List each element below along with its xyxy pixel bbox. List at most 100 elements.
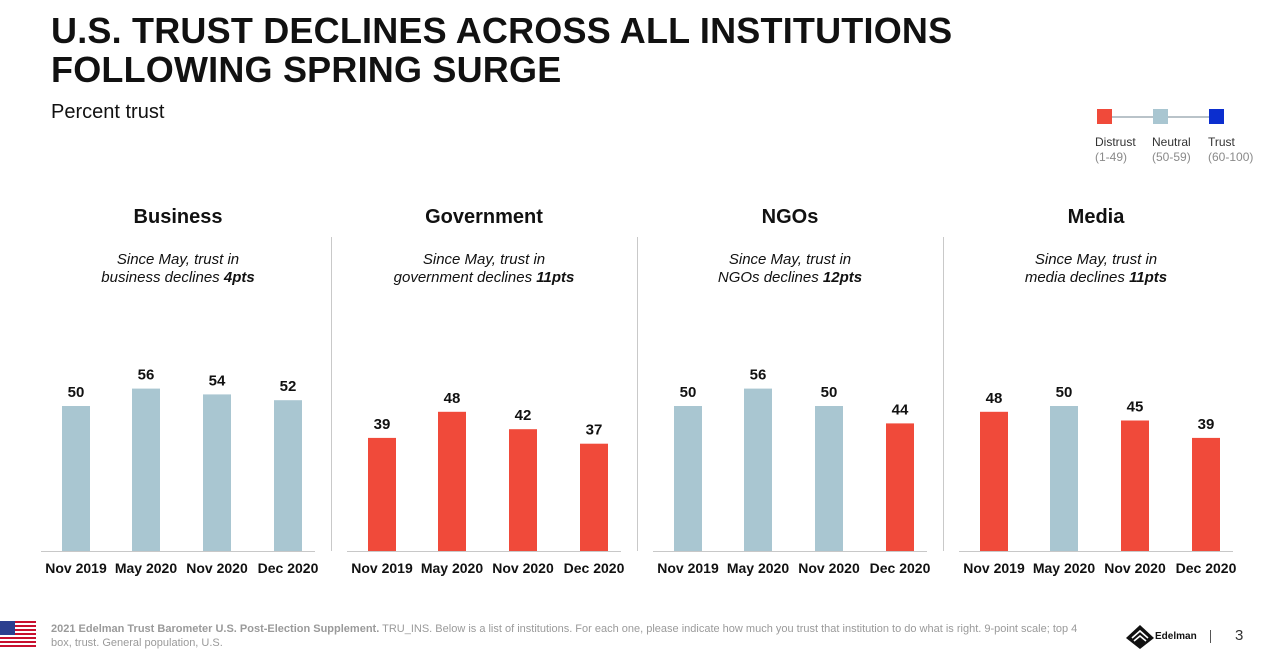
source-note-body: TRU_INS. Below is a list of institutions… — [51, 623, 1078, 649]
bar-value-label: 56 — [750, 367, 767, 384]
page-subtitle: Percent trust — [51, 101, 165, 123]
chart-title: Business — [133, 206, 223, 228]
subtitle-points: 11pts — [536, 269, 575, 286]
x-tick-label: Nov 2019 — [45, 560, 107, 576]
x-tick-label: Dec 2020 — [870, 560, 931, 576]
x-tick-label: Nov 2019 — [963, 560, 1025, 576]
bar-chart-government: 39 Nov 2019 48 May 2020 42 Nov 2020 37 Dec 2020 — [347, 390, 625, 576]
bar — [62, 406, 90, 551]
edelman-logo-icon — [1126, 625, 1154, 649]
bar — [1121, 420, 1149, 551]
subtitle-line-2: NGOs declines — [717, 269, 819, 286]
x-tick-label: Nov 2019 — [351, 560, 413, 576]
bar-value-label: 56 — [138, 367, 155, 384]
x-tick-label: Nov 2020 — [492, 560, 554, 576]
legend-neutral-text: Neutral — [1152, 135, 1191, 149]
legend-swatch-distrust — [1097, 109, 1112, 124]
legend-distrust-text: Distrust — [1095, 135, 1136, 149]
chart-title: Media — [1067, 206, 1125, 228]
bar — [815, 406, 843, 551]
bar-value-label: 39 — [1198, 416, 1215, 433]
trust-legend: Distrust (1-49) Neutral (50-59) Trust (6… — [1092, 108, 1262, 168]
x-tick-label: Nov 2020 — [798, 560, 860, 576]
chart-subtitle: Since May, trust in media declines 11pts — [943, 251, 1249, 287]
page-title-line-1: U.S. TRUST DECLINES ACROSS ALL INSTITUTI… — [51, 10, 953, 51]
bar — [368, 437, 396, 551]
bar-value-label: 48 — [986, 390, 1003, 407]
bar — [509, 429, 537, 551]
bar-value-label: 45 — [1127, 399, 1144, 416]
bar — [438, 411, 466, 551]
bar — [580, 443, 608, 551]
bar — [203, 394, 231, 551]
subtitle-line-1: Since May, trust in — [1034, 251, 1158, 268]
x-tick-label: May 2020 — [115, 560, 177, 576]
page-number: 3 — [1235, 627, 1244, 644]
legend-swatch-trust — [1209, 109, 1224, 124]
source-note: 2021 Edelman Trust Barometer U.S. Post-E… — [51, 622, 1086, 650]
bar-value-label: 42 — [515, 407, 532, 424]
legend-label-distrust: Distrust (1-49) — [1095, 135, 1136, 165]
chart-title: Government — [425, 206, 543, 228]
legend-neutral-range: (50-59) — [1152, 150, 1191, 164]
bar-value-label: 54 — [209, 372, 226, 389]
bar-chart-media: 48 Nov 2019 50 May 2020 45 Nov 2020 39 Dec 2020 — [959, 384, 1237, 576]
chart-subtitle: Since May, trust in business declines 4p… — [25, 251, 331, 287]
legend-trust-text: Trust — [1208, 135, 1235, 149]
bar — [886, 423, 914, 551]
bar — [274, 400, 302, 551]
brand-name: Edelman — [1155, 631, 1197, 642]
bar-value-label: 48 — [444, 390, 461, 407]
chart-title: NGOs — [761, 206, 819, 228]
bar — [744, 388, 772, 551]
chart-panel-business: Business Since May, trust in business de… — [25, 200, 331, 585]
legend-trust-range: (60-100) — [1208, 150, 1254, 164]
subtitle-line-1: Since May, trust in — [116, 251, 240, 268]
panel-divider — [331, 237, 332, 551]
subtitle-line-2: business declines — [101, 269, 220, 286]
bar-value-label: 39 — [374, 416, 391, 433]
chart-subtitle: Since May, trust in government declines … — [331, 251, 637, 287]
x-tick-label: Nov 2020 — [186, 560, 248, 576]
legend-swatch-neutral — [1153, 109, 1168, 124]
subtitle-line-2: media declines — [1024, 269, 1125, 286]
subtitle-line-1: Since May, trust in — [728, 251, 852, 268]
bar-value-label: 52 — [280, 378, 297, 395]
bar — [674, 406, 702, 551]
subtitle-points: 12pts — [822, 269, 863, 286]
page-title: U.S. TRUST DECLINES ACROSS ALL INSTITUTI… — [51, 11, 1051, 89]
x-tick-label: Dec 2020 — [1176, 560, 1237, 576]
bar-value-label: 37 — [586, 422, 603, 439]
bar — [132, 388, 160, 551]
source-note-title: 2021 Edelman Trust Barometer U.S. Post-E… — [51, 623, 380, 635]
bar — [1192, 437, 1220, 551]
chart-subtitle: Since May, trust in NGOs declines 12pts — [637, 251, 943, 287]
subtitle-line-2: government declines — [393, 269, 533, 286]
bar-chart-ngos: 50 Nov 2019 56 May 2020 50 Nov 2020 44 Dec 2020 — [653, 367, 931, 576]
bar-value-label: 50 — [680, 384, 697, 401]
subtitle-points: 11pts — [1129, 269, 1168, 286]
bar-chart-business: 50 Nov 2019 56 May 2020 54 Nov 2020 52 Dec 2020 — [41, 367, 319, 576]
bar-value-label: 50 — [1056, 384, 1073, 401]
chart-panel-government: Government Since May, trust in governmen… — [331, 200, 637, 585]
legend-distrust-range: (1-49) — [1095, 150, 1128, 164]
subtitle-points: 4pts — [223, 269, 255, 286]
legend-label-neutral: Neutral (50-59) — [1152, 135, 1191, 165]
bar — [980, 411, 1008, 551]
x-tick-label: Dec 2020 — [258, 560, 319, 576]
us-flag-icon — [0, 621, 36, 647]
bar-value-label: 50 — [821, 384, 838, 401]
panel-divider — [943, 237, 944, 551]
x-tick-label: Nov 2019 — [657, 560, 719, 576]
legend-label-trust: Trust (60-100) — [1208, 135, 1253, 165]
chart-panel-ngos: NGOs Since May, trust in NGOs declines 1… — [637, 200, 943, 585]
x-tick-label: May 2020 — [421, 560, 483, 576]
x-tick-label: May 2020 — [1033, 560, 1095, 576]
bar-value-label: 50 — [68, 384, 85, 401]
x-tick-label: Nov 2020 — [1104, 560, 1166, 576]
x-tick-label: May 2020 — [727, 560, 789, 576]
subtitle-line-1: Since May, trust in — [422, 251, 546, 268]
bar-value-label: 44 — [892, 401, 909, 418]
x-tick-label: Dec 2020 — [564, 560, 625, 576]
bar — [1050, 406, 1078, 551]
